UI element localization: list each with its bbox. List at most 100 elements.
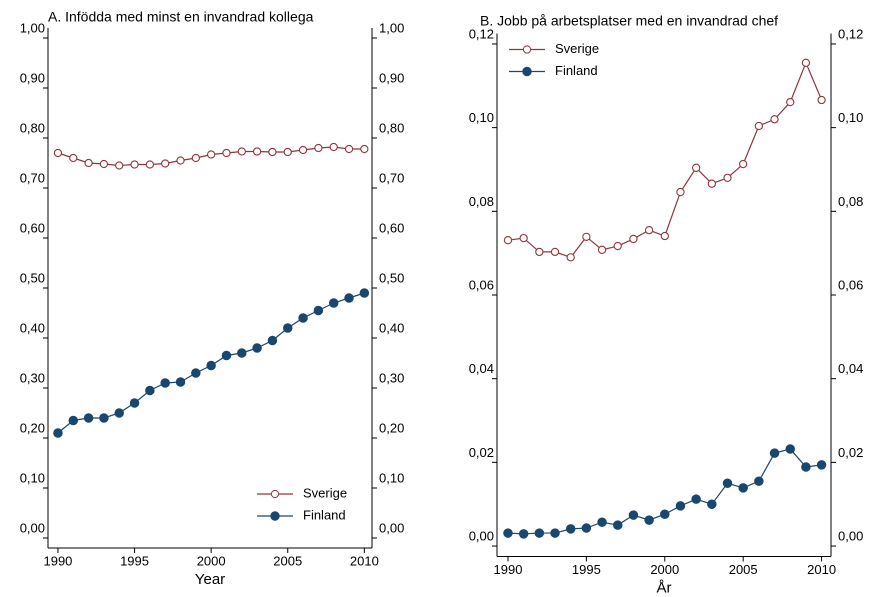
point	[754, 121, 764, 131]
y-tick-label: 0,50	[20, 270, 45, 285]
point	[237, 147, 246, 156]
point	[53, 428, 63, 438]
point	[582, 232, 591, 241]
y-tick-label: 0,04	[469, 361, 494, 376]
y-tick-label-right: 0,00	[379, 520, 404, 535]
y-tick-label: 0,20	[20, 420, 45, 435]
point	[518, 529, 529, 539]
point	[206, 150, 216, 159]
y-tick-label-right: 0,04	[838, 361, 863, 376]
point	[550, 247, 560, 257]
point	[252, 343, 262, 353]
point	[282, 323, 293, 333]
point	[160, 378, 170, 388]
point	[676, 187, 685, 197]
x-tick-label: 2000	[197, 553, 226, 568]
point	[283, 147, 292, 157]
y-tick-label-right: 0,02	[838, 445, 863, 460]
y-tick-label: 0,60	[20, 220, 45, 235]
legend-marker	[270, 489, 280, 499]
x-tick-label: 2010	[807, 562, 836, 577]
point	[707, 179, 716, 188]
point	[612, 520, 623, 530]
x-tick-label: 2000	[650, 562, 679, 577]
y-tick-label: 1,00	[20, 20, 45, 35]
point	[597, 517, 607, 527]
y-tick-label: 0,02	[469, 445, 494, 460]
point	[129, 398, 140, 408]
legend-marker	[522, 66, 532, 77]
point	[675, 501, 686, 511]
point	[268, 147, 277, 157]
point	[691, 163, 701, 172]
y-tick-label-right: 0,00	[838, 528, 863, 543]
point	[191, 153, 200, 163]
point	[628, 510, 639, 520]
point	[786, 97, 795, 107]
point	[344, 144, 354, 154]
x-axis-label: År	[657, 579, 672, 596]
point	[145, 160, 155, 169]
point	[817, 95, 826, 105]
y-tick-label-right: 0,40	[379, 320, 404, 335]
point	[629, 234, 638, 244]
point	[565, 524, 576, 534]
point	[644, 225, 654, 235]
legend-label: Finland	[303, 507, 346, 522]
legend-marker	[270, 511, 280, 521]
x-tick-label: 1990	[43, 553, 72, 568]
point	[754, 476, 764, 486]
point	[298, 313, 308, 323]
y-tick-label: 0,70	[20, 170, 45, 185]
point	[68, 415, 79, 426]
legend-label: Finland	[555, 63, 598, 78]
point	[660, 231, 669, 241]
y-tick-label: 0,10	[469, 110, 494, 125]
point	[313, 305, 324, 316]
x-axis-label: Year	[195, 571, 225, 588]
series-line	[507, 61, 823, 259]
chart-title: B. Jobb på arbetsplatser med en invandra…	[480, 13, 778, 29]
point	[739, 159, 748, 169]
point	[581, 523, 592, 533]
chart: B. Jobb på arbetsplatser med en invandra…	[469, 13, 864, 597]
y-tick-label-right: 0,08	[838, 194, 863, 209]
y-tick-label: 0,06	[469, 277, 494, 292]
point	[801, 462, 811, 472]
y-tick-label-right: 0,20	[379, 420, 404, 435]
y-tick-label-right: 0,70	[379, 170, 404, 185]
legend-label: Sverige	[555, 41, 599, 56]
legend-label: Sverige	[303, 485, 347, 500]
point	[53, 148, 63, 158]
legend-marker	[522, 45, 532, 54]
y-tick-label-right: 0,80	[379, 120, 404, 135]
point	[99, 413, 109, 423]
point	[816, 460, 827, 470]
point	[801, 58, 811, 67]
point	[161, 159, 170, 168]
point	[660, 509, 670, 519]
point	[237, 348, 247, 358]
point	[691, 494, 701, 504]
series-line	[507, 448, 822, 535]
y-tick-label-right: 0,60	[379, 220, 404, 235]
point	[344, 293, 354, 303]
y-tick-label-right: 0,50	[379, 270, 404, 285]
y-tick-label: 0,40	[20, 320, 45, 335]
point	[267, 335, 278, 346]
y-tick-label-right: 1,00	[379, 20, 404, 35]
point	[83, 413, 94, 423]
point	[114, 408, 124, 418]
y-tick-label: 0,08	[469, 194, 494, 209]
y-tick-label: 0,00	[469, 528, 494, 543]
y-tick-label-right: 0,90	[379, 70, 404, 85]
chart-title: A. Infödda med minst en invandrad kolleg…	[48, 9, 314, 25]
x-tick-label: 2005	[729, 562, 758, 577]
point	[69, 153, 78, 163]
x-tick-label: 1990	[494, 562, 523, 577]
y-tick-label: 0,90	[20, 70, 45, 85]
point	[535, 247, 544, 257]
y-tick-label: 0,30	[20, 370, 45, 385]
point	[503, 236, 513, 245]
